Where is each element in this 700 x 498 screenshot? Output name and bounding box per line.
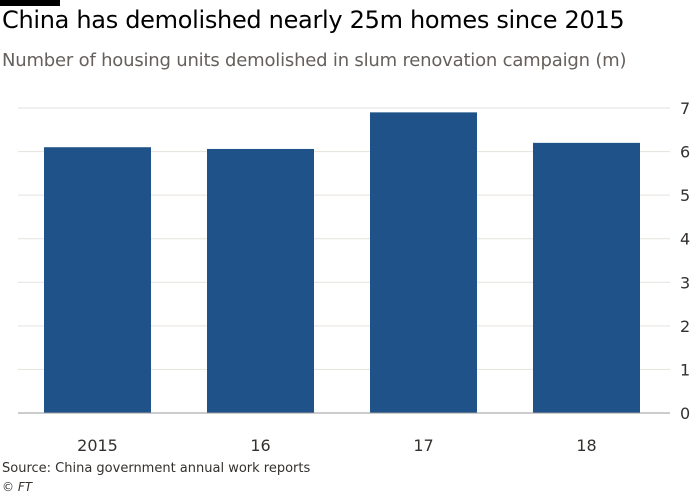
chart-title: China has demolished nearly 25m homes si… [2,6,625,34]
chart-subtitle: Number of housing units demolished in sl… [2,50,627,71]
y-tick-label: 5 [680,186,690,205]
bars [18,112,670,414]
source-note: Source: China government annual work rep… [2,461,311,476]
x-tick-labels: 2015 16 17 18 [77,436,597,455]
x-tick-label: 2015 [77,436,118,455]
y-tick-label: 1 [680,360,690,379]
y-tick-label: 6 [680,143,690,162]
x-tick-label: 18 [576,436,596,455]
bar-17 [370,112,477,413]
y-tick-label: 0 [680,404,690,423]
y-tick-label: 4 [680,230,690,249]
x-tick-label: 16 [250,436,270,455]
bar-18 [533,142,640,413]
y-tick-label: 7 [680,99,690,118]
copyright-credit: © FT [2,480,33,494]
bar-16 [207,148,314,413]
x-tick-label: 17 [413,436,433,455]
y-tick-label: 3 [680,273,690,292]
y-tick-labels: 0 1 2 3 4 5 6 7 [680,99,690,423]
y-tick-label: 2 [680,317,690,336]
bar-2015 [44,147,151,413]
brand-bar [0,0,60,6]
